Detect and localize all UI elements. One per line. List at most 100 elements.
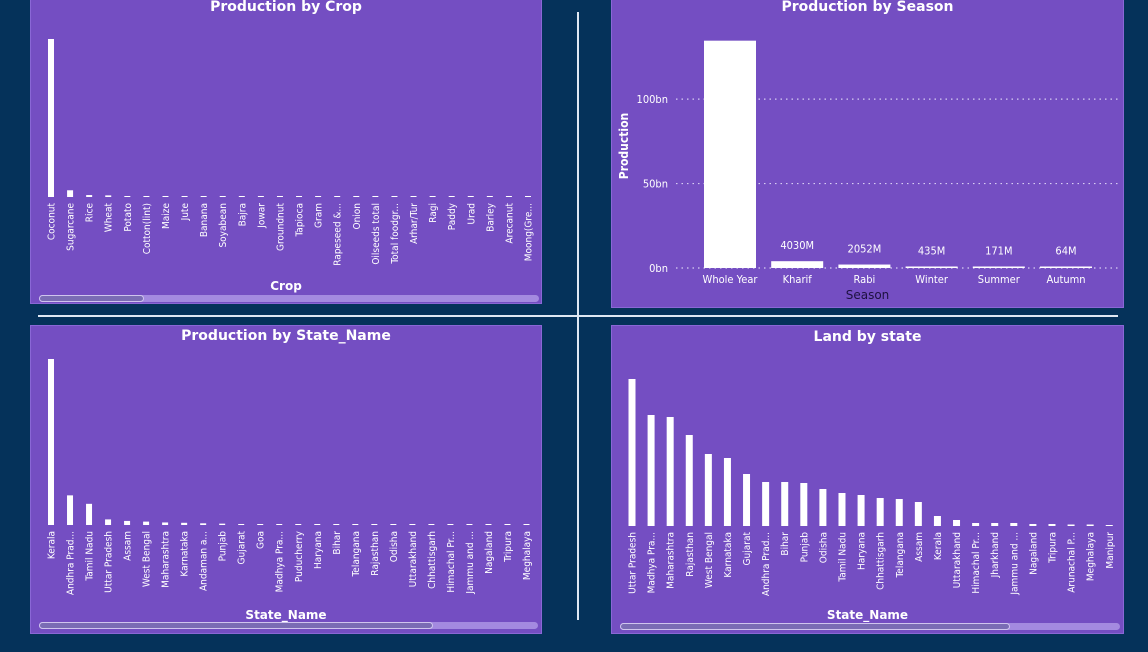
state-production-bar-gujarat[interactable] <box>238 523 245 525</box>
crop-bar-urad[interactable] <box>467 196 474 197</box>
state-production-bar-assam[interactable] <box>124 520 131 525</box>
land-scrollbar[interactable] <box>620 623 1120 630</box>
state-production-bar-himachal-pr[interactable] <box>447 524 454 525</box>
land-bar-uttar-pradesh[interactable] <box>628 379 636 526</box>
state-production-bar-tamil-nadu[interactable] <box>86 503 93 525</box>
land-bar-punjab[interactable] <box>800 483 808 526</box>
land-bar-karnataka[interactable] <box>723 458 731 526</box>
season-bar-whole-year[interactable] <box>704 40 756 269</box>
crop-bar-paddy[interactable] <box>448 196 455 197</box>
crop-bar-coconut[interactable] <box>48 39 54 197</box>
land-bar-uttarakhand[interactable] <box>953 520 961 526</box>
land-bar-telangana[interactable] <box>895 499 903 526</box>
state-production-bar-punjab[interactable] <box>219 523 226 525</box>
land-bar-jammu-and[interactable] <box>1010 523 1018 526</box>
crop-bar-jowar[interactable] <box>257 196 264 197</box>
state-production-bar-odisha[interactable] <box>390 524 397 525</box>
land-bar-chhattisgarh[interactable] <box>876 498 884 526</box>
state-production-bar-telangana[interactable] <box>352 524 359 525</box>
state-production-bar-maharashtra[interactable] <box>162 522 169 525</box>
crop-bar-oilseeds-total[interactable] <box>372 196 379 197</box>
crop-scrollbar[interactable] <box>39 295 539 302</box>
crop-bar-soyabean[interactable] <box>219 196 226 197</box>
crop-bar-gram[interactable] <box>315 196 322 197</box>
crop-bar-jute[interactable] <box>181 196 188 197</box>
state-production-bar-jammu-and[interactable] <box>466 524 473 525</box>
crop-chart-panel[interactable]: Production by Crop Coconut Sugarcane Rice W… <box>30 0 542 304</box>
crop-bar-onion[interactable] <box>353 196 360 197</box>
crop-bar-moong-gre[interactable] <box>525 196 531 197</box>
land-scrollbar-thumb[interactable] <box>620 623 1010 630</box>
land-bar-maharashtra[interactable] <box>666 417 674 526</box>
state-production-scrollbar[interactable] <box>39 622 538 629</box>
season-bar-summer[interactable] <box>972 266 1025 269</box>
crop-bar-cotton-lint[interactable] <box>143 196 150 197</box>
crop-bar-potato[interactable] <box>124 196 131 197</box>
land-bar-arunachal-p[interactable] <box>1067 524 1075 527</box>
state-production-bar-bihar[interactable] <box>333 524 340 525</box>
state-production-bar-madhya-pra[interactable] <box>276 524 283 525</box>
crop-bar-barley[interactable] <box>486 196 493 197</box>
season-bar-winter[interactable] <box>905 266 958 269</box>
crop-bar-groundnut[interactable] <box>276 196 283 197</box>
land-chart-panel[interactable]: Land by state Uttar Pradesh Madhya Pra...… <box>611 325 1124 634</box>
crop-bar-banana[interactable] <box>200 196 207 197</box>
crop-bar-wheat[interactable] <box>105 195 112 197</box>
season-bar-rabi[interactable] <box>838 264 891 268</box>
state-production-bar-puducherry[interactable] <box>295 524 302 525</box>
land-bar-assam[interactable] <box>914 502 922 526</box>
state-production-bar-kerala[interactable] <box>48 359 54 525</box>
season-bar-kharif[interactable] <box>771 261 824 268</box>
crop-bar-rice[interactable] <box>86 195 93 197</box>
crop-bar-maize[interactable] <box>162 196 169 197</box>
state-production-bar-west-bengal[interactable] <box>143 521 150 525</box>
land-bar-kerala[interactable] <box>933 516 941 526</box>
land-bar-odisha[interactable] <box>819 489 827 526</box>
state-production-bar-goa[interactable] <box>257 524 264 525</box>
land-bar-rajasthan[interactable] <box>685 435 693 526</box>
land-bar-west-bengal[interactable] <box>704 454 712 526</box>
land-bar-gujarat[interactable] <box>743 474 751 526</box>
season-bar-autumn[interactable] <box>1040 266 1092 269</box>
state-production-scrollbar-thumb[interactable] <box>39 622 434 629</box>
land-x-axis-title: State_Name <box>826 608 909 622</box>
crop-bar-tapioca[interactable] <box>296 196 303 197</box>
land-bar-tamil-nadu[interactable] <box>838 493 846 526</box>
crop-bar-arhar-tur[interactable] <box>410 196 417 197</box>
crop-bar-ragi[interactable] <box>429 196 436 197</box>
state-production-bar-uttar-pradesh[interactable] <box>105 519 112 525</box>
state-production-title: Production by State_Name <box>181 328 391 344</box>
land-bar-himachal-pr[interactable] <box>972 523 980 526</box>
state-production-bar-tripura[interactable] <box>504 524 511 525</box>
state-production-bar-andhra-prad[interactable] <box>67 495 74 525</box>
land-bar-manipur[interactable] <box>1105 525 1113 526</box>
state-production-x-axis-title: State_Name <box>245 608 327 622</box>
land-tick-label: Punjab <box>799 532 810 563</box>
state-production-bar-uttarakhand[interactable] <box>409 524 416 525</box>
crop-bar-total-foodgr[interactable] <box>391 196 398 197</box>
land-bar-andhra-prad[interactable] <box>762 482 770 526</box>
land-bar-madhya-pra[interactable] <box>647 415 655 526</box>
land-tick-label: Uttarakhand <box>952 532 963 588</box>
state-production-panel[interactable]: Production by State_Name Kerala Andhra Pr… <box>30 325 542 634</box>
state-production-tick-label: Uttar Pradesh <box>104 531 115 593</box>
land-bar-bihar[interactable] <box>781 482 789 526</box>
state-production-bar-meghalaya[interactable] <box>523 524 530 525</box>
state-production-bar-chhattisgarh[interactable] <box>428 524 435 525</box>
land-bar-meghalaya[interactable] <box>1086 524 1094 527</box>
land-bar-haryana[interactable] <box>857 495 865 526</box>
season-chart-panel[interactable]: Production by Season 0bn 50bn 100bn Product… <box>611 0 1124 308</box>
crop-bar-sugarcane[interactable] <box>67 190 74 197</box>
land-bar-tripura[interactable] <box>1048 524 1056 526</box>
crop-scrollbar-thumb[interactable] <box>39 295 144 302</box>
state-production-bar-haryana[interactable] <box>314 524 321 525</box>
land-bar-nagaland[interactable] <box>1029 524 1037 526</box>
state-production-bar-andaman-a[interactable] <box>200 523 207 525</box>
state-production-bar-karnataka[interactable] <box>181 522 188 525</box>
crop-bar-arecanut[interactable] <box>505 196 512 197</box>
state-production-bar-nagaland[interactable] <box>485 524 492 525</box>
crop-bar-rapeseed[interactable] <box>334 196 341 197</box>
land-bar-jharkhand[interactable] <box>991 523 999 526</box>
crop-bar-bajra[interactable] <box>238 196 245 197</box>
state-production-bar-rajasthan[interactable] <box>371 524 378 525</box>
